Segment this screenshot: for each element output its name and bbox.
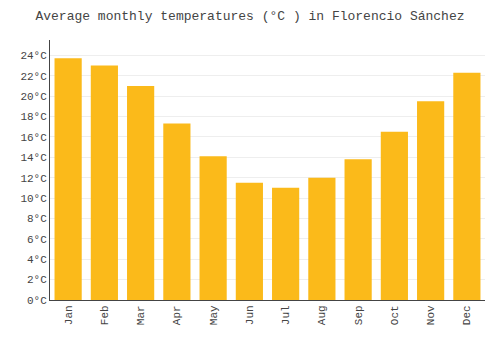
svg-text:14°C: 14°C bbox=[20, 152, 47, 164]
svg-text:24°C: 24°C bbox=[20, 50, 47, 62]
svg-text:Nov: Nov bbox=[425, 305, 437, 325]
svg-text:22°C: 22°C bbox=[20, 71, 47, 83]
svg-text:Aug: Aug bbox=[316, 305, 328, 325]
svg-text:Feb: Feb bbox=[99, 305, 111, 325]
svg-text:20°C: 20°C bbox=[20, 91, 47, 103]
svg-text:Jul: Jul bbox=[280, 305, 292, 325]
svg-text:10°C: 10°C bbox=[20, 193, 47, 205]
svg-text:May: May bbox=[208, 305, 220, 325]
svg-text:16°C: 16°C bbox=[20, 132, 47, 144]
svg-text:Mar: Mar bbox=[135, 305, 147, 325]
svg-text:Sep: Sep bbox=[353, 305, 365, 325]
svg-text:Average monthly temperatures (: Average monthly temperatures (°C ) in Fl… bbox=[35, 9, 464, 24]
svg-text:12°C: 12°C bbox=[20, 173, 47, 185]
svg-text:8°C: 8°C bbox=[27, 213, 47, 225]
svg-text:Dec: Dec bbox=[461, 305, 473, 325]
svg-text:6°C: 6°C bbox=[27, 234, 47, 246]
svg-text:Jun: Jun bbox=[244, 305, 256, 325]
svg-text:Jan: Jan bbox=[63, 305, 75, 325]
svg-text:2°C: 2°C bbox=[27, 274, 47, 286]
svg-text:Apr: Apr bbox=[171, 305, 183, 325]
svg-text:4°C: 4°C bbox=[27, 254, 47, 266]
svg-text:Oct: Oct bbox=[389, 305, 401, 325]
svg-text:0°C: 0°C bbox=[27, 295, 47, 307]
svg-text:18°C: 18°C bbox=[20, 111, 47, 123]
